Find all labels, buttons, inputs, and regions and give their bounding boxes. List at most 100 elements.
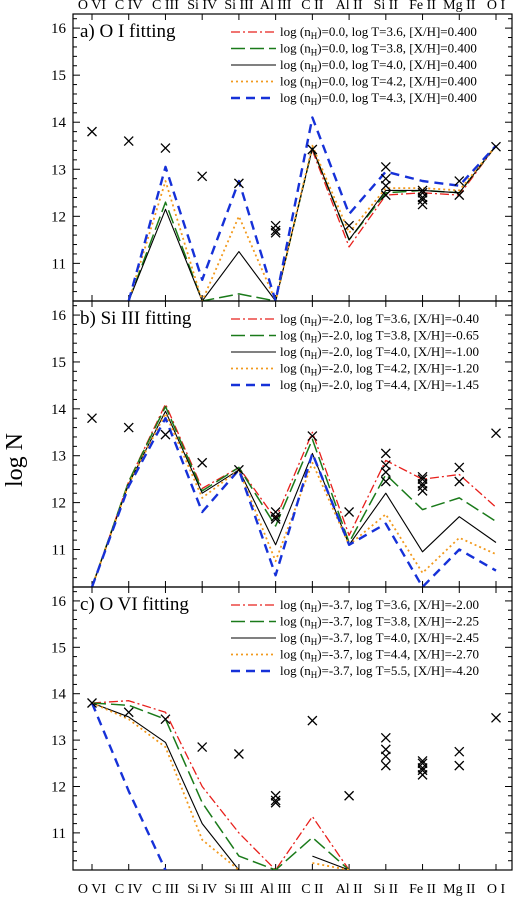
category-label-top: O I (487, 0, 506, 13)
data-point (160, 143, 171, 154)
data-point (380, 760, 391, 771)
legend-entry: log (nH)=-3.7, log T=4.4, [X/H]=-2.70 (280, 647, 479, 664)
panel-title: c) O VI fitting (80, 594, 189, 615)
y-tick-label: 11 (52, 826, 66, 842)
y-axis-label: log N (2, 433, 28, 487)
data-point (454, 476, 465, 487)
data-point (307, 431, 318, 441)
data-point (491, 428, 501, 439)
data-point (417, 481, 428, 492)
data-point (270, 795, 281, 806)
legend-entry: log (nH)=0.0, log T=3.8, [X/H]=0.400 (280, 41, 477, 58)
legend-entry: log (nH)=-3.7, log T=3.8, [X/H]=-2.25 (280, 614, 479, 631)
panel-2: 11 12 13 14 15 16 b) Si III fitting log (nH)=-2… (51, 300, 513, 588)
category-label-top: Al III (260, 0, 292, 13)
series-line-4 (312, 862, 350, 870)
data-point (454, 190, 465, 201)
legend-entry: log (nH)=0.0, log T=4.2, [X/H]=0.400 (280, 74, 477, 91)
data-point (307, 144, 318, 155)
data-point (417, 478, 428, 489)
y-tick-label: 15 (51, 68, 66, 84)
data-point (380, 190, 391, 201)
data-point (380, 732, 391, 743)
category-label-top: C IV (115, 0, 143, 13)
data-point (380, 744, 391, 755)
data-point (417, 185, 428, 196)
legend-entry: log (nH)=0.0, log T=3.6, [X/H]=0.400 (280, 24, 477, 41)
series-line-3 (312, 855, 350, 870)
y-tick-label: 12 (51, 779, 66, 795)
data-point (380, 161, 391, 172)
category-label-bottom: Si II (374, 882, 399, 897)
data-point (454, 462, 465, 473)
y-tick-label: 12 (51, 209, 66, 225)
y-tick-label: 16 (51, 594, 67, 610)
data-point (123, 136, 134, 146)
category-label-bottom: C III (152, 882, 179, 897)
data-point (454, 760, 465, 771)
data-point (270, 797, 281, 808)
data-point (491, 141, 501, 152)
data-point (160, 429, 171, 440)
series-line-1 (91, 700, 350, 870)
data-point (417, 758, 428, 769)
y-tick-label: 14 (51, 687, 67, 703)
category-label-top: Si III (224, 0, 254, 13)
data-point (123, 422, 134, 433)
series-line-2 (91, 405, 497, 587)
series-group (127, 116, 497, 301)
data-point (380, 467, 391, 478)
data-point (417, 485, 428, 496)
data-point (417, 756, 428, 766)
category-label-top: Si IV (187, 0, 217, 13)
data-point (270, 514, 281, 524)
panel-title: a) O I fitting (80, 21, 176, 42)
category-label-bottom: O VI (78, 882, 106, 897)
data-point (380, 173, 391, 184)
legend-entry: log (nH)=-2.0, log T=4.0, [X/H]=-1.00 (280, 344, 479, 361)
series-line-5 (127, 116, 497, 301)
category-label-top: Al II (336, 0, 363, 13)
legend-entry: log (nH)=-3.7, log T=5.5, [X/H]=-4.20 (280, 663, 479, 680)
series-line-1 (311, 145, 497, 248)
data-point (233, 178, 244, 189)
series-group (90, 700, 350, 870)
legend-entry: log (nH)=-2.0, log T=4.4, [X/H]=-1.45 (280, 377, 479, 394)
data-point (270, 227, 281, 238)
series-line-1 (91, 403, 497, 587)
category-label-bottom: C IV (115, 882, 143, 897)
data-point (87, 698, 97, 708)
category-label-top: C III (152, 0, 179, 13)
category-label-top: O VI (78, 0, 106, 13)
y-tick-label: 16 (51, 21, 67, 37)
data-point (233, 464, 244, 475)
y-tick-label: 13 (51, 162, 66, 178)
data-point (197, 171, 208, 182)
series-line-3 (91, 702, 240, 870)
y-tick-label: 13 (51, 733, 66, 749)
series-line-3 (128, 145, 497, 301)
data-point (344, 790, 355, 801)
data-point (197, 457, 208, 468)
data-point (380, 460, 391, 471)
data-point (270, 507, 281, 517)
data-point (417, 769, 428, 780)
data-point (197, 742, 208, 753)
series-line-4 (91, 412, 497, 587)
legend-entry: log (nH)=0.0, log T=4.3, [X/H]=0.400 (280, 90, 477, 107)
data-point (233, 749, 244, 759)
data-point (344, 507, 355, 517)
data-point (123, 707, 134, 718)
data-point (344, 220, 355, 231)
category-label-top: Si II (374, 0, 399, 13)
data-point (417, 187, 428, 198)
series-line-3 (91, 410, 497, 587)
data-point (270, 511, 281, 522)
legend-entry: log (nH)=-2.0, log T=3.8, [X/H]=-0.65 (280, 328, 479, 345)
data-point (380, 751, 391, 762)
data-point (270, 225, 281, 236)
category-label-bottom: Mg II (443, 882, 476, 897)
legend-entry: log (nH)=-2.0, log T=3.6, [X/H]=-0.40 (280, 311, 479, 328)
y-tick-label: 15 (51, 355, 66, 371)
category-label-bottom: Al III (260, 882, 292, 897)
